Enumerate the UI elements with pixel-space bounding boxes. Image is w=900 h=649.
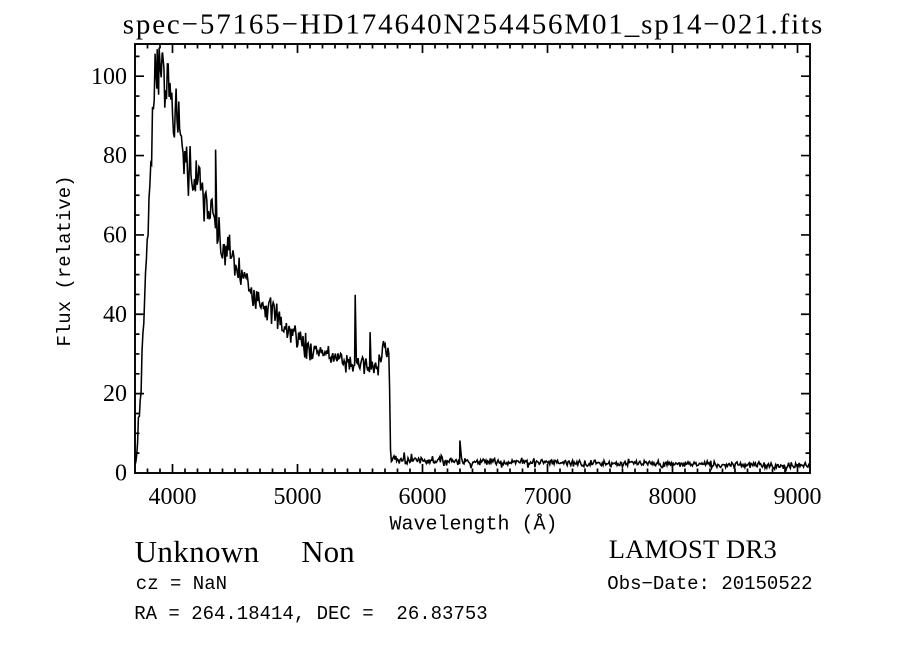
svg-text:100: 100 [91,64,127,90]
svg-text:20: 20 [103,381,127,407]
svg-text:Obs−Date: 20150522: Obs−Date: 20150522 [607,573,812,595]
svg-text:7000: 7000 [524,484,572,510]
svg-text:6000: 6000 [399,484,447,510]
svg-text:Non: Non [301,534,355,569]
svg-text:8000: 8000 [649,484,697,510]
svg-text:5000: 5000 [274,484,322,510]
svg-text:Wavelength (Å): Wavelength (Å) [390,514,558,537]
svg-text:RA = 264.18414, DEC = 26.8375: RA = 264.18414, DEC = 26.83753 [134,603,487,625]
svg-text:80: 80 [103,143,127,169]
svg-text:spec−57165−HD174640N254456M01_: spec−57165−HD174640N254456M01_sp14−021.f… [123,9,823,41]
svg-text:40: 40 [103,302,127,328]
svg-text:Unknown: Unknown [135,534,260,569]
svg-text:60: 60 [103,223,127,249]
svg-text:cz = NaN: cz = NaN [136,573,227,595]
svg-text:0: 0 [115,461,127,487]
svg-text:LAMOST DR3: LAMOST DR3 [609,534,777,564]
svg-text:9000: 9000 [774,484,822,510]
svg-text:4000: 4000 [149,484,197,510]
svg-text:Flux (relative): Flux (relative) [54,175,76,346]
